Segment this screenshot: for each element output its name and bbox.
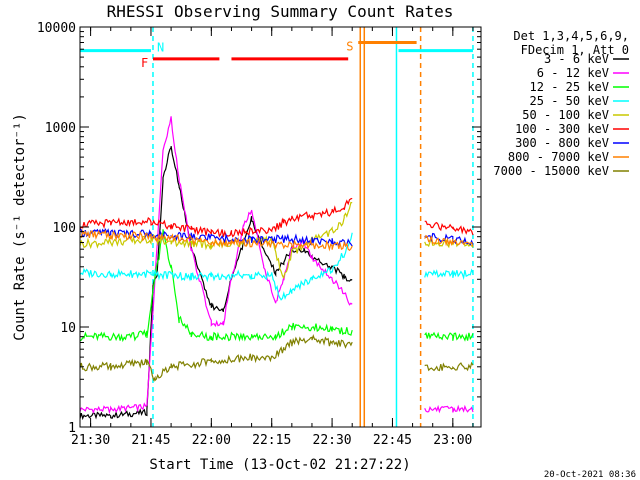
flag-bars: NF S — [80, 39, 473, 70]
legend-entry-label: 300 - 800 keV — [515, 136, 609, 150]
legend-header-line: FDecim 1, Att 0 — [521, 43, 629, 57]
timestamp: 20-Oct-2021 08:36 — [544, 470, 636, 480]
legend-entry-label: 100 - 300 keV — [515, 122, 609, 136]
x-axis-label: Start Time (13-Oct-02 21:27:22) — [149, 457, 410, 473]
legend-entry-label: 25 - 50 keV — [530, 94, 609, 108]
legend-entry-label: 800 - 7000 keV — [508, 150, 609, 164]
series-line — [80, 228, 353, 252]
chart-title: RHESSI Observing Summary Count Rates — [107, 2, 454, 21]
flag-label: F — [141, 56, 148, 70]
series-lines — [80, 116, 474, 421]
series-line — [80, 228, 353, 247]
y-tick-label: 10 — [60, 321, 76, 336]
series-line — [424, 361, 474, 372]
x-tick-label: 22:00 — [192, 433, 231, 448]
series-line — [424, 232, 474, 246]
series-line — [80, 146, 353, 421]
series-line — [424, 331, 474, 342]
series-line — [424, 404, 474, 414]
series-line — [80, 229, 353, 343]
legend-entry-label: 50 - 100 keV — [522, 108, 609, 122]
series-line — [80, 334, 353, 382]
series-line — [80, 116, 353, 415]
series-line — [424, 220, 474, 236]
series-line — [424, 234, 474, 247]
y-tick-label: 100 — [53, 221, 76, 236]
legend-entry-label: 3 - 6 keV — [544, 52, 609, 66]
legend-header-line: Det 1,3,4,5,6,9, — [513, 29, 629, 43]
y-axis-label: Count Rate (s⁻¹ detector⁻¹) — [12, 113, 28, 341]
legend-entry-label: 7000 - 15000 keV — [493, 164, 609, 178]
series-line — [80, 197, 353, 238]
series-line — [80, 232, 353, 301]
legend: Det 1,3,4,5,6,9,FDecim 1, Att 03 - 6 keV… — [493, 29, 629, 178]
axes: 1 10 100 1000 10000 21:30 21:45 22:00 22:15 22:30… — [37, 21, 481, 448]
y-tick-label: 1000 — [45, 121, 76, 136]
legend-entry-label: 6 - 12 keV — [537, 66, 609, 80]
x-tick-label: 22:30 — [313, 433, 352, 448]
flag-label: S — [346, 39, 353, 53]
x-tick-label: 22:15 — [252, 433, 291, 448]
x-tick-label: 23:00 — [433, 433, 472, 448]
flag-label: N — [157, 41, 164, 55]
y-tick-label: 10000 — [37, 21, 76, 36]
series-line — [424, 268, 474, 281]
x-tick-label: 22:45 — [373, 433, 412, 448]
x-tick-label: 21:30 — [71, 433, 110, 448]
x-tick-label: 21:45 — [131, 433, 170, 448]
y-tick-label: 1 — [68, 421, 76, 436]
legend-entry-label: 12 - 25 keV — [530, 80, 609, 94]
